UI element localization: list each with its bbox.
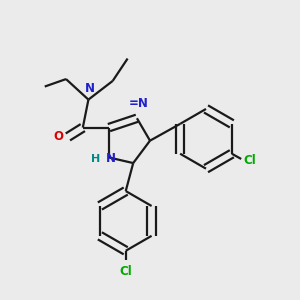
Text: =N: =N: [129, 97, 149, 110]
Text: O: O: [53, 130, 63, 143]
Text: Cl: Cl: [243, 154, 256, 167]
Text: N: N: [106, 152, 116, 166]
Text: Cl: Cl: [119, 265, 132, 278]
Text: N: N: [85, 82, 94, 95]
Text: H: H: [92, 154, 101, 164]
